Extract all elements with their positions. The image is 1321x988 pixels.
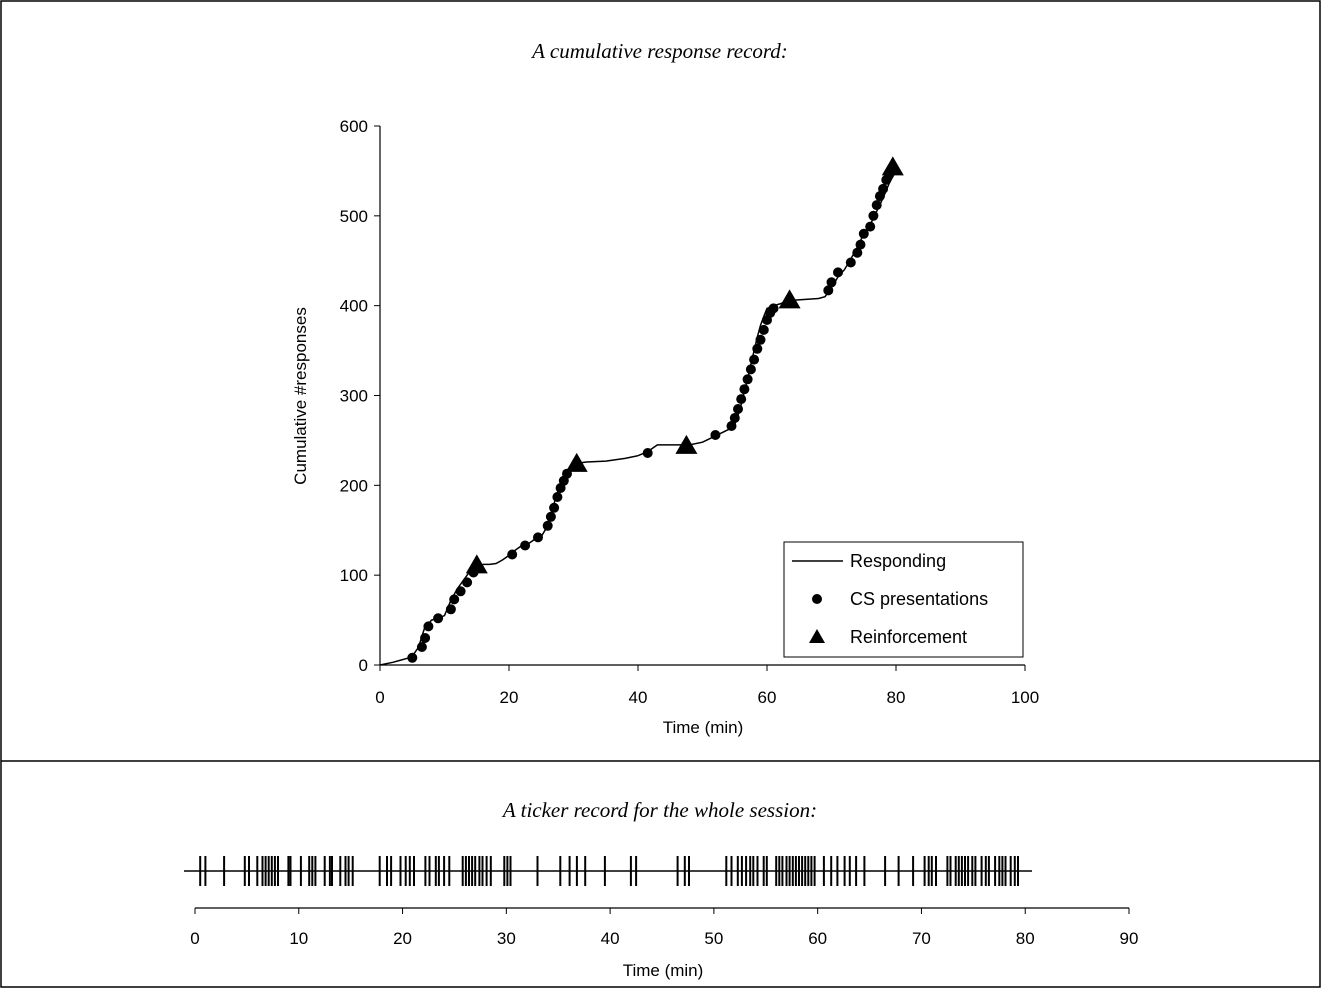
legend-triangle-swatch	[809, 629, 825, 643]
cs-point	[868, 210, 879, 221]
cs-point	[745, 364, 756, 375]
x2-tick-label: 20	[393, 929, 412, 948]
x-tick-label: 0	[375, 688, 384, 707]
cs-point	[533, 532, 543, 543]
x2-tick-label: 80	[1016, 929, 1035, 948]
reinforcement-point	[465, 554, 488, 574]
cs-point	[755, 334, 766, 345]
legend-label-reinforcement: Reinforcement	[850, 627, 967, 647]
x2-tick-label: 70	[912, 929, 931, 948]
cs-point	[855, 239, 866, 250]
y-tick-label: 0	[359, 656, 368, 675]
chart2-x-ticks: 0 10 20 30 40 50 60 70 80 90	[190, 908, 1138, 948]
cs-point	[733, 404, 743, 414]
y-tick-label: 300	[340, 387, 368, 406]
y-tick-label: 400	[340, 297, 368, 316]
responding-series	[379, 170, 897, 666]
cs-point	[455, 586, 466, 597]
x-tick-label: 100	[1011, 688, 1039, 707]
cs-point	[752, 343, 763, 354]
x-tick-label: 20	[500, 688, 519, 707]
cs-point	[742, 374, 753, 385]
cs-point	[416, 642, 427, 652]
cs-point	[871, 200, 882, 211]
y-tick-label: 200	[340, 476, 368, 495]
reinforcement-point	[881, 156, 904, 176]
chart1-x-axis-label: Time (min)	[663, 718, 744, 737]
cs-point	[545, 511, 556, 522]
cs-point	[739, 384, 750, 395]
x-tick-label: 60	[758, 688, 777, 707]
y-tick-label: 600	[340, 117, 368, 136]
chart2-title: A ticker record for the whole session:	[501, 798, 817, 822]
reinforcement-series	[465, 156, 904, 574]
cs-point	[549, 502, 560, 513]
reinforcement-point	[565, 452, 588, 472]
cs-point	[768, 303, 779, 314]
chart1-legend: Responding CS presentations Reinforcemen…	[783, 541, 1024, 658]
y-tick-label: 500	[340, 207, 368, 226]
cs-point	[710, 430, 721, 440]
cs-point	[865, 221, 876, 232]
x2-tick-label: 60	[808, 929, 827, 948]
cs-point	[749, 354, 760, 365]
ticker-record-chart: A ticker record for the whole session: 0…	[184, 798, 1138, 980]
x2-tick-label: 0	[190, 929, 199, 948]
cs-point	[833, 267, 843, 278]
cs-presentations-series	[407, 168, 895, 663]
chart1-y-ticks: 0 100 200 300 400 500 600	[340, 117, 380, 675]
x2-tick-label: 30	[497, 929, 516, 948]
legend-label-responding: Responding	[850, 551, 946, 571]
cs-point	[758, 324, 769, 335]
cs-point	[462, 577, 473, 588]
cs-point	[433, 613, 444, 624]
x2-tick-label: 40	[601, 929, 620, 948]
x-tick-label: 80	[887, 688, 906, 707]
cs-point	[507, 549, 518, 560]
reinforcement-point	[675, 434, 698, 454]
x2-tick-label: 90	[1120, 929, 1139, 948]
cs-point	[449, 594, 460, 605]
cs-point	[736, 394, 747, 405]
cs-point	[445, 604, 456, 615]
cs-point	[852, 247, 863, 258]
chart1-y-axis-label: Cumulative #responses	[291, 307, 310, 485]
reinforcement-point	[778, 289, 801, 309]
x-tick-label: 40	[629, 688, 648, 707]
cs-point	[423, 621, 434, 632]
y-tick-label: 100	[340, 566, 368, 585]
cs-point	[552, 492, 563, 502]
cs-point	[826, 277, 837, 288]
chart1-title: A cumulative response record:	[530, 39, 788, 63]
cs-point	[726, 421, 737, 431]
chart1-x-ticks: 0 20 40 60 80 100	[375, 665, 1039, 707]
cs-point	[858, 228, 869, 239]
ticker-marks	[199, 856, 1019, 886]
cs-point	[642, 448, 653, 458]
legend-circle-swatch	[812, 594, 822, 604]
x2-tick-label: 10	[289, 929, 308, 948]
cs-point	[823, 285, 834, 296]
chart2-x-axis-label: Time (min)	[623, 961, 704, 980]
cumulative-record-chart: A cumulative response record: 0100200300…	[291, 39, 1039, 737]
legend-label-cs: CS presentations	[850, 589, 988, 609]
x2-tick-label: 50	[704, 929, 723, 948]
cs-point	[407, 652, 418, 663]
cs-point	[878, 183, 889, 194]
cs-point	[845, 257, 856, 268]
responding-line	[379, 170, 897, 666]
cs-point	[420, 633, 431, 643]
cs-point	[729, 413, 740, 423]
cs-point	[520, 540, 531, 551]
cs-point	[542, 520, 553, 531]
